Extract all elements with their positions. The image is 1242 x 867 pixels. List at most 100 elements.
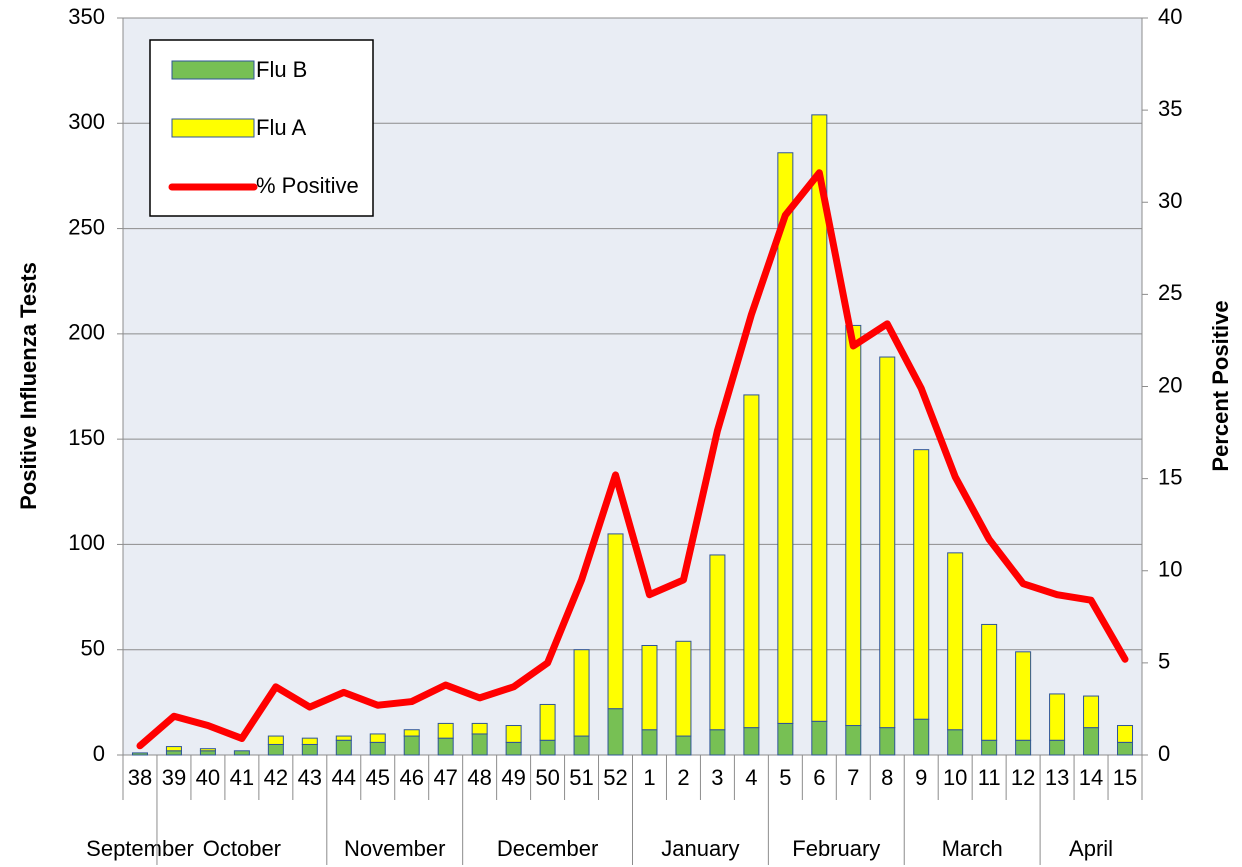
y2-tick-label: 10	[1158, 557, 1182, 582]
y-tick-label: 350	[68, 4, 105, 29]
bar	[573, 649, 590, 737]
y2-tick-label: 15	[1158, 464, 1182, 489]
month-label: November	[344, 836, 445, 861]
bar	[879, 356, 896, 729]
y-axis-title: Positive Influenza Tests	[16, 262, 41, 510]
bar	[165, 746, 182, 752]
bar	[743, 394, 760, 729]
y-tick-label: 200	[68, 320, 105, 345]
bar	[709, 554, 726, 731]
bar	[437, 737, 454, 756]
x-tick-label: 6	[813, 765, 825, 790]
y2-tick-label: 5	[1158, 649, 1170, 674]
x-tick-label: 8	[881, 765, 893, 790]
x-tick-label: 7	[847, 765, 859, 790]
bar	[1083, 727, 1100, 756]
bar	[539, 703, 556, 741]
bar	[607, 533, 624, 710]
bar	[335, 739, 352, 756]
bar	[369, 733, 386, 743]
x-tick-label: 11	[978, 765, 1001, 790]
x-tick-label: 3	[711, 765, 723, 790]
x-tick-label: 42	[264, 765, 288, 790]
month-label: December	[497, 836, 598, 861]
bar	[1049, 693, 1066, 741]
bar	[947, 729, 964, 756]
bar	[607, 708, 624, 756]
legend-label: Flu A	[256, 115, 306, 140]
bar	[505, 741, 522, 756]
bar	[505, 725, 522, 743]
bar	[471, 722, 488, 735]
y2-tick-label: 30	[1158, 188, 1182, 213]
x-tick-label: 50	[535, 765, 559, 790]
bar	[369, 741, 386, 756]
y2-tick-label: 0	[1158, 741, 1170, 766]
y2-tick-label: 20	[1158, 372, 1182, 397]
x-tick-label: 46	[399, 765, 423, 790]
y-tick-label: 0	[93, 741, 105, 766]
x-tick-label: 12	[1011, 765, 1035, 790]
x-tick-label: 51	[569, 765, 593, 790]
y-tick-label: 150	[68, 425, 105, 450]
bar	[913, 718, 930, 756]
bar	[471, 733, 488, 756]
bar	[233, 750, 250, 756]
x-tick-label: 39	[162, 765, 186, 790]
legend-swatch	[171, 118, 255, 138]
x-tick-label: 15	[1113, 765, 1137, 790]
bar	[301, 737, 318, 745]
y2-tick-label: 35	[1158, 96, 1182, 121]
bar	[811, 720, 828, 756]
bar	[947, 552, 964, 731]
y2-axis-title: Percent Positive	[1208, 300, 1233, 471]
month-label: April	[1069, 836, 1113, 861]
x-tick-label: 40	[196, 765, 220, 790]
legend-label: % Positive	[256, 173, 359, 198]
bar	[1083, 695, 1100, 729]
x-tick-label: 44	[332, 765, 356, 790]
bar	[335, 735, 352, 741]
x-tick-label: 1	[643, 765, 655, 790]
bar	[267, 743, 284, 756]
x-tick-label: 52	[603, 765, 627, 790]
x-tick-label: 9	[915, 765, 927, 790]
bar	[845, 324, 862, 727]
month-label: January	[661, 836, 739, 861]
bar	[811, 114, 828, 722]
legend-label: Flu B	[256, 57, 307, 82]
bar	[777, 722, 794, 756]
bar	[777, 152, 794, 724]
bar	[981, 739, 998, 756]
bar	[913, 449, 930, 720]
bar	[675, 640, 692, 737]
bar	[1117, 741, 1134, 756]
bar	[199, 750, 216, 756]
x-tick-label: 10	[943, 765, 967, 790]
y-tick-label: 250	[68, 214, 105, 239]
bar	[199, 748, 216, 752]
x-tick-label: 47	[433, 765, 457, 790]
bar	[165, 750, 182, 756]
bar	[301, 743, 318, 756]
x-tick-label: 43	[298, 765, 322, 790]
bar	[675, 735, 692, 756]
line	[136, 169, 1129, 750]
bar	[403, 729, 420, 737]
bar	[539, 739, 556, 756]
y2-tick-label: 25	[1158, 280, 1182, 305]
bar	[1015, 651, 1032, 741]
bar	[709, 729, 726, 756]
y-tick-label: 50	[81, 636, 105, 661]
y-tick-label: 100	[68, 530, 105, 555]
x-tick-label: 48	[467, 765, 491, 790]
y2-tick-label: 40	[1158, 4, 1182, 29]
y-tick-label: 300	[68, 109, 105, 134]
month-label: October	[203, 836, 281, 861]
x-tick-label: 45	[366, 765, 390, 790]
bar	[1015, 739, 1032, 756]
bar	[573, 735, 590, 756]
bar	[1117, 725, 1134, 743]
legend-swatch	[171, 60, 255, 80]
